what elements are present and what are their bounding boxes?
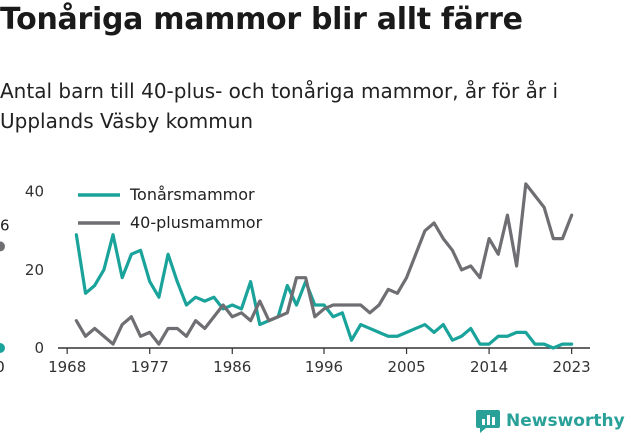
chart-subtitle: Antal barn till 40-plus- och tonåriga ma…: [0, 79, 559, 133]
newsworthy-logo: Newsworthy: [476, 408, 625, 434]
legend: Tonårsmammor 40-plusmammor: [78, 185, 263, 232]
y-tick-label: 40: [25, 183, 44, 201]
end-labels: 0 26: [0, 216, 10, 376]
x-tick-label: 1996: [305, 358, 343, 376]
x-tick-label: 2005: [387, 358, 425, 376]
y-tick-label: 20: [25, 261, 44, 279]
series-end-point-0: [0, 343, 5, 353]
x-tick-label: 2014: [470, 358, 508, 376]
x-tick-label: 1986: [213, 358, 251, 376]
y-axis: 0 20 40: [25, 183, 44, 357]
x-tick-label: 1977: [131, 358, 169, 376]
x-tick-label: 1968: [48, 358, 86, 376]
series-line-0: [74, 233, 574, 350]
chart-title: Tonåriga mammor blir allt färre: [0, 2, 523, 37]
x-tick-label: 2023: [553, 358, 591, 376]
end-value-label: 0: [0, 358, 5, 376]
y-tick-label: 0: [34, 339, 44, 357]
end-value-label: 26: [0, 216, 10, 234]
x-axis: 1968 1977 1986 1996 2005 2014 2023: [48, 347, 591, 376]
bar-chart-icon: [476, 410, 500, 433]
brand-name: Newsworthy: [506, 411, 625, 431]
series-layer: [0, 182, 574, 353]
line-chart: 0 20 40 1968 1977 1986 1996 2005 2014 2023 Tonår…: [0, 182, 591, 376]
legend-label: Tonårsmammor: [129, 185, 255, 204]
legend-label: 40-plusmammor: [130, 213, 263, 232]
series-end-point-1: [0, 241, 5, 252]
series-line-1: [74, 182, 574, 346]
